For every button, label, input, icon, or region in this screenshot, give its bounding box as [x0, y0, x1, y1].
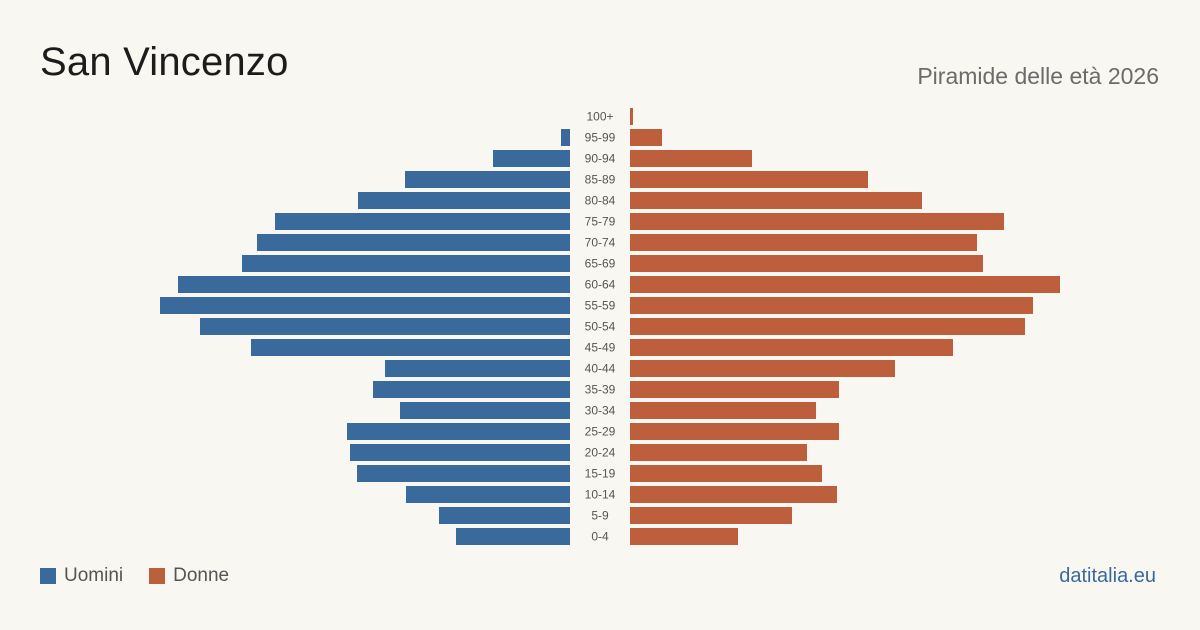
age-label-30-34: 30-34 — [585, 404, 616, 418]
bar-men-35-39 — [373, 381, 570, 398]
bar-men-30-34 — [400, 402, 570, 419]
chart-title: San Vincenzo — [40, 40, 289, 84]
bar-women-90-94 — [630, 150, 752, 167]
bar-men-45-49 — [251, 339, 570, 356]
bar-women-65-69 — [630, 255, 983, 272]
bar-men-70-74 — [257, 234, 570, 251]
age-label-0-4: 0-4 — [591, 530, 609, 544]
age-label-5-9: 5-9 — [591, 509, 609, 523]
bar-women-70-74 — [630, 234, 977, 251]
age-label-25-29: 25-29 — [585, 425, 616, 439]
bar-men-95-99 — [561, 129, 570, 146]
bar-women-10-14 — [630, 486, 837, 503]
bar-men-40-44 — [385, 360, 570, 377]
bar-women-35-39 — [630, 381, 839, 398]
bar-women-85-89 — [630, 171, 868, 188]
chart-subtitle: Piramide delle età 2026 — [917, 63, 1159, 89]
bar-women-15-19 — [630, 465, 822, 482]
age-label-50-54: 50-54 — [585, 320, 616, 334]
age-label-100+: 100+ — [586, 110, 613, 124]
age-label-65-69: 65-69 — [585, 257, 616, 271]
bar-women-5-9 — [630, 507, 792, 524]
bar-men-0-4 — [456, 528, 570, 545]
bar-men-90-94 — [493, 150, 570, 167]
legend-swatch-men — [40, 568, 56, 584]
legend: Uomini Donne — [40, 565, 255, 587]
bar-men-20-24 — [350, 444, 570, 461]
bar-women-50-54 — [630, 318, 1025, 335]
bar-women-100+ — [630, 108, 633, 125]
age-label-10-14: 10-14 — [585, 488, 616, 502]
bar-men-55-59 — [160, 297, 570, 314]
age-label-20-24: 20-24 — [585, 446, 616, 460]
bar-men-10-14 — [406, 486, 570, 503]
legend-item-men: Uomini — [40, 565, 123, 587]
bar-men-80-84 — [358, 192, 570, 209]
bar-men-5-9 — [439, 507, 570, 524]
age-label-90-94: 90-94 — [585, 152, 616, 166]
bar-men-60-64 — [178, 276, 570, 293]
age-label-15-19: 15-19 — [585, 467, 616, 481]
bar-women-80-84 — [630, 192, 922, 209]
age-label-70-74: 70-74 — [585, 236, 616, 250]
bar-women-0-4 — [630, 528, 738, 545]
bar-women-75-79 — [630, 213, 1004, 230]
bar-women-55-59 — [630, 297, 1033, 314]
bar-women-45-49 — [630, 339, 953, 356]
age-label-45-49: 45-49 — [585, 341, 616, 355]
legend-label-women: Donne — [173, 565, 230, 586]
age-label-80-84: 80-84 — [585, 194, 616, 208]
age-label-60-64: 60-64 — [585, 278, 616, 292]
bar-men-75-79 — [275, 213, 570, 230]
age-label-40-44: 40-44 — [585, 362, 616, 376]
bar-men-65-69 — [242, 255, 570, 272]
legend-label-men: Uomini — [64, 565, 124, 586]
age-label-55-59: 55-59 — [585, 299, 616, 313]
bar-women-40-44 — [630, 360, 895, 377]
bar-women-60-64 — [630, 276, 1060, 293]
age-label-35-39: 35-39 — [585, 383, 616, 397]
bar-men-25-29 — [347, 423, 570, 440]
bar-women-95-99 — [630, 129, 662, 146]
bar-men-50-54 — [200, 318, 570, 335]
bar-women-20-24 — [630, 444, 807, 461]
age-label-75-79: 75-79 — [585, 215, 616, 229]
age-label-95-99: 95-99 — [585, 131, 616, 145]
source-link[interactable]: datitalia.eu — [1059, 565, 1156, 587]
legend-item-women: Donne — [149, 565, 229, 587]
bar-men-15-19 — [357, 465, 570, 482]
age-label-85-89: 85-89 — [585, 173, 616, 187]
bar-men-85-89 — [405, 171, 570, 188]
bar-women-25-29 — [630, 423, 839, 440]
legend-swatch-women — [149, 568, 166, 584]
bar-women-30-34 — [630, 402, 816, 419]
